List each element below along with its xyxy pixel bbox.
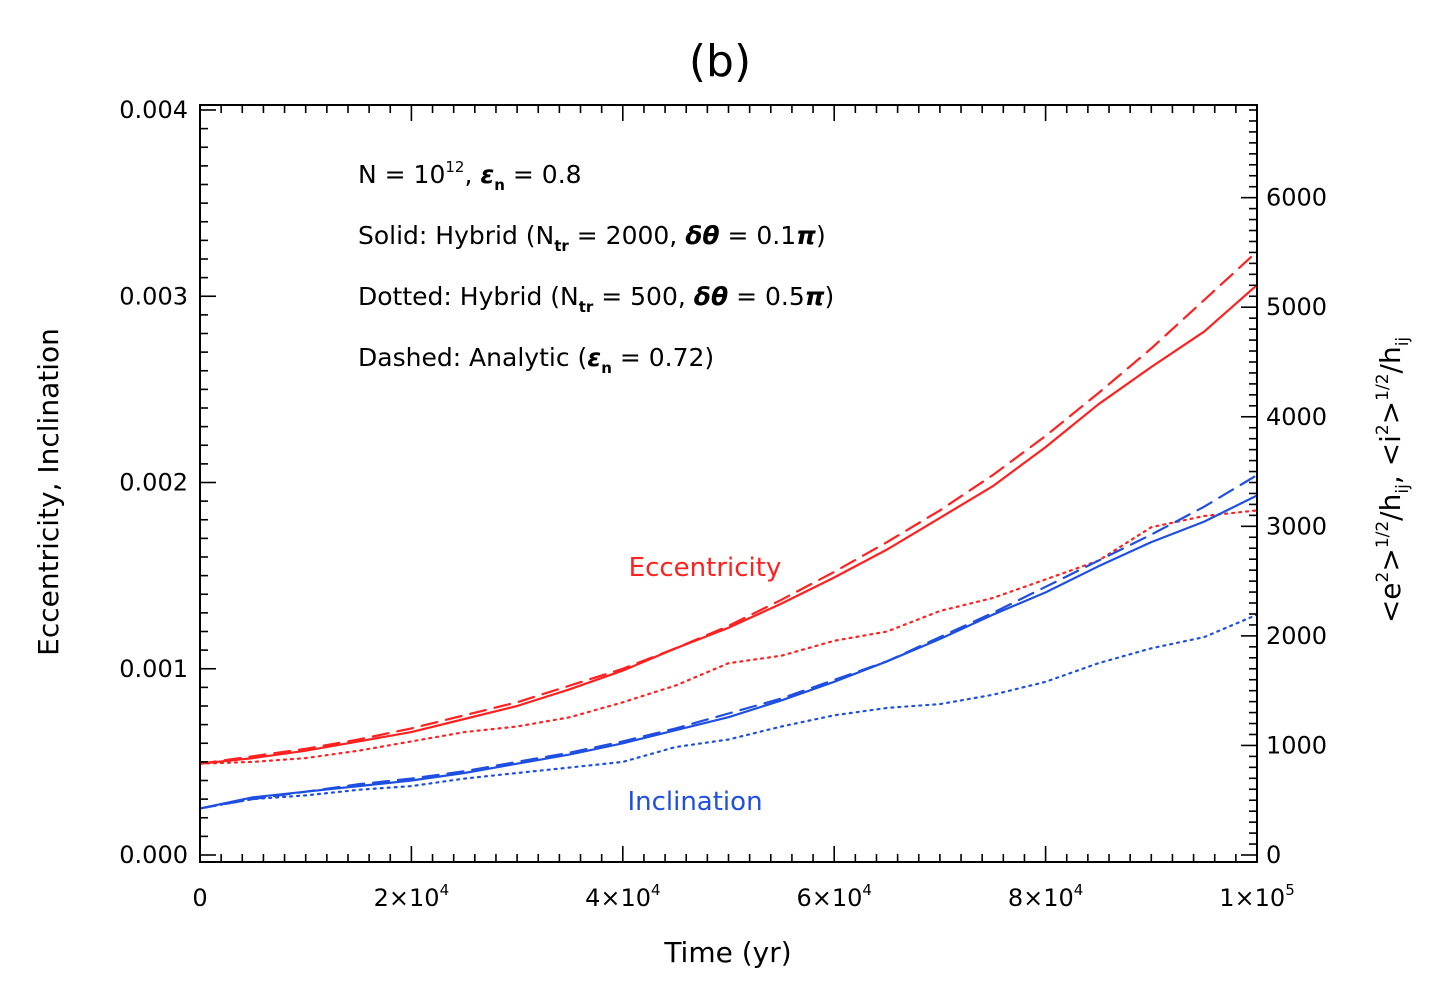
y-tick-label-right: 6000 [1266,184,1327,212]
plot-frame [199,104,1258,863]
y-tick-label-left: 0.004 [119,96,188,124]
series-layer [198,250,1259,810]
y-tick-label-right: 5000 [1266,293,1327,321]
y-axis-title-right: <e2>1/2/hij, <i2>1/2/hij [1373,337,1413,623]
y-tick-label-left: 0.002 [119,469,188,497]
series-inclination-dashed [198,474,1259,810]
series-inclination-solid [198,494,1259,810]
y-tick-label-right: 4000 [1266,403,1327,431]
y-tick-label-right: 1000 [1266,731,1327,759]
y-axis-title-right-text: <e2>1/2/hij, <i2>1/2/hij [1373,337,1413,623]
y-tick-label-right: 3000 [1266,512,1327,540]
y-axis-title: Eccentricity, Inclination [32,328,65,656]
x-tick-label: 0 [192,884,207,912]
series-eccentricity-solid [198,284,1259,765]
chart-title: (b) [689,36,751,87]
y-tick-label-left: 0.001 [119,655,188,683]
series-eccentricity-dotted [198,509,1259,765]
x-tick-label: 8×104 [1008,881,1083,912]
series-label-inclination: Inclination [627,787,762,817]
tick-labels-layer: 0 2×104 4×104 6×104 8×104 1×105 0.000 0.001 0.00… [119,96,1327,912]
y-tick-label-left: 0.000 [119,841,188,869]
x-tick-label: 6×104 [796,881,871,912]
annotation-dotted: Dotted: Hybrid (Ntr = 500, δθ = 0.5π) [358,282,834,316]
annotation-parameters: N = 1012, εn = 0.8 [358,158,582,194]
x-tick-label: 1×105 [1219,881,1294,912]
series-eccentricity-dashed [198,250,1259,765]
y-tick-label-right: 0 [1266,841,1281,869]
annotation-solid: Solid: Hybrid (Ntr = 2000, δθ = 0.1π) [358,221,826,255]
series-label-eccentricity: Eccentricity [629,553,782,583]
annotation-dashed: Dashed: Analytic (εn = 0.72) [358,343,714,377]
y-tick-label-right: 2000 [1266,622,1327,650]
x-axis-title: Time (yr) [663,936,791,969]
x-tick-label: 2×104 [374,881,449,912]
ticks-layer [199,105,1258,862]
y-tick-label-left: 0.003 [119,282,188,310]
x-tick-label: 4×104 [585,881,660,912]
series-inclination-dotted [198,613,1259,810]
